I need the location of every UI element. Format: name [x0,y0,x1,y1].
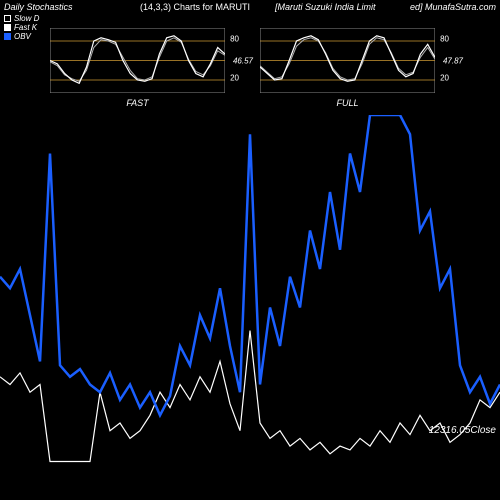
obv-marker [4,33,11,40]
full-subchart: FULL 47.87 80 20 [260,28,435,93]
fast-value: 46.57 [233,56,253,65]
obv-label: OBV [14,32,31,41]
main-chart [0,115,500,500]
title-text: Daily Stochastics [4,2,73,12]
fast-tick-80: 80 [230,35,239,44]
chart-header: Daily Stochastics (14,3,3) Charts for MA… [0,2,500,12]
source-text: ed] MunafaSutra.com [410,2,496,12]
chart-container: Daily Stochastics (14,3,3) Charts for MA… [0,0,500,500]
legend: Slow D Fast K OBV [4,14,39,41]
full-svg [260,28,435,93]
fast-svg [50,28,225,93]
params-text: (14,3,3) Charts for MARUTI [140,2,250,12]
slow-d-label: Slow D [14,14,39,23]
full-value: 47.87 [443,56,463,65]
full-tick-80: 80 [440,35,449,44]
slow-d-marker [4,15,11,22]
fast-label: FAST [126,98,148,108]
legend-fast-k: Fast K [4,23,39,32]
full-label: FULL [336,98,358,108]
full-tick-20: 20 [440,74,449,83]
company-text: [Maruti Suzuki India Limit [275,2,376,12]
fast-tick-20: 20 [230,74,239,83]
main-svg [0,115,500,500]
fast-subchart: FAST 46.57 80 20 [50,28,225,93]
legend-obv: OBV [4,32,39,41]
close-value-label: 12316.05Close [429,425,496,436]
legend-slow-d: Slow D [4,14,39,23]
fast-k-label: Fast K [14,23,37,32]
fast-k-marker [4,24,11,31]
